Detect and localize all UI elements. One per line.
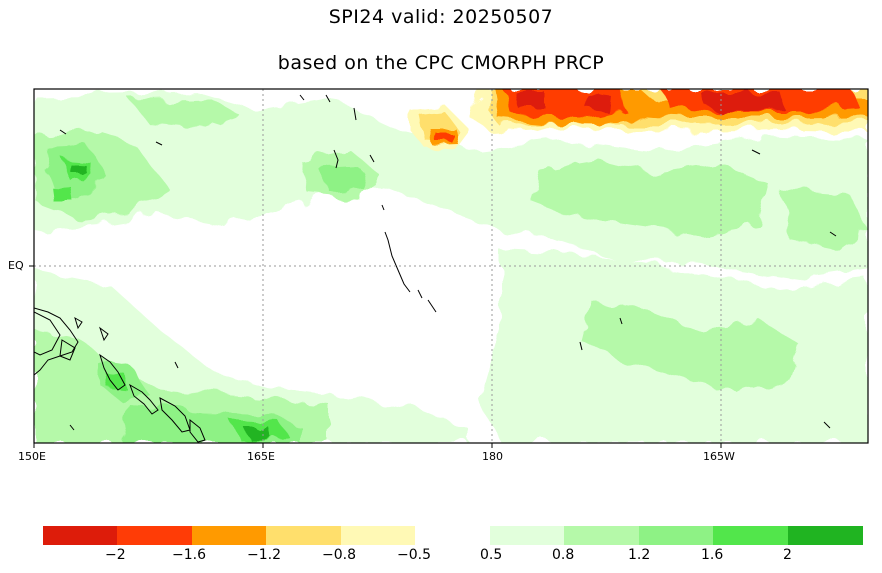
x-tick-label: 165E xyxy=(247,450,275,463)
colorbar-label: 2 xyxy=(783,547,792,563)
x-tick-label: 150E xyxy=(18,450,46,463)
colorbar-label: −0.5 xyxy=(397,547,431,563)
colorbar-swatch xyxy=(266,526,341,545)
y-tick-label: EQ xyxy=(8,259,24,272)
colorbar-swatch xyxy=(43,526,117,545)
x-tick-label: 180 xyxy=(482,450,503,463)
map-subtitle: based on the CPC CMORPH PRCP xyxy=(277,52,605,74)
map-title: SPI24 valid: 20250507 xyxy=(328,6,554,28)
colorbar-label: −1.6 xyxy=(172,547,206,563)
coastlines xyxy=(34,94,837,443)
colorbar-label: −0.8 xyxy=(322,547,356,563)
colorbar-label: −1.2 xyxy=(247,547,281,563)
colorbar-label: −2 xyxy=(105,547,126,563)
spi-field xyxy=(34,89,868,443)
colorbar-swatch xyxy=(490,526,564,545)
colorbar-swatch xyxy=(192,526,266,545)
map-grid xyxy=(34,89,868,443)
colorbar-swatch xyxy=(639,526,713,545)
spi-positive-2-area xyxy=(68,162,272,438)
axis-ticks xyxy=(29,265,722,448)
colorbar-swatch xyxy=(341,526,415,545)
spi-negative-2-area xyxy=(515,92,785,112)
colorbar-label: 0.8 xyxy=(552,547,575,563)
colorbar-swatch xyxy=(564,526,639,545)
colorbar-swatch xyxy=(713,526,788,545)
colorbar-swatch xyxy=(117,526,192,545)
x-tick-label: 165W xyxy=(703,450,735,463)
colorbar-swatch xyxy=(788,526,863,545)
colorbar-label: 1.2 xyxy=(628,547,651,563)
colorbar-label: 0.5 xyxy=(480,547,503,563)
colorbar-label: 1.6 xyxy=(701,547,724,563)
